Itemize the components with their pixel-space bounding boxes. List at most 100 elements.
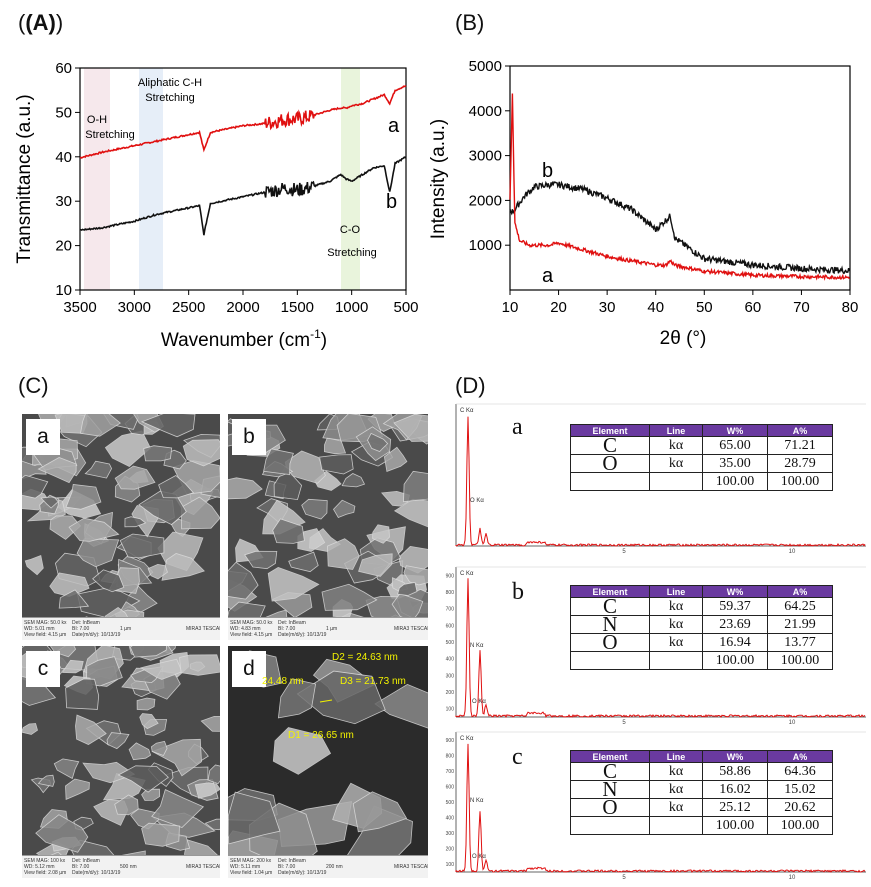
xrd-series-a <box>509 93 850 281</box>
ftir-xtick-label: 1500 <box>281 299 314 316</box>
xrd-xtick-label: 30 <box>599 299 616 316</box>
ftir-ann-co-1: C-O <box>340 224 361 236</box>
eds-header-cell: W% <box>702 585 768 598</box>
eds-table-cell: O <box>570 453 650 474</box>
sem-info-field: Date(m/d/y): 10/13/19 <box>72 870 121 876</box>
eds-table-cell: 65.00 <box>702 436 768 455</box>
sem-info-field: Det: InBeam <box>278 858 306 864</box>
xrd-xtick-label: 40 <box>647 299 664 316</box>
xrd-plot-frame <box>509 65 851 291</box>
eds-table-cell: kα <box>649 597 703 616</box>
sem-d2-label: D2 = 24.63 nm <box>332 652 398 663</box>
ftir-ann-oh-1: O-H <box>87 114 107 126</box>
sem-info-field: Date(m/d/y): 10/13/19 <box>278 870 327 876</box>
xrd-ytick-label: 5000 <box>469 58 502 75</box>
panel-label-c: (C) <box>18 373 49 398</box>
eds-table-cell: N <box>570 614 650 635</box>
ftir-xtick-label: 3000 <box>118 299 151 316</box>
sem-image-d: d D2 = 24.63 nm 24.48 nm D3 = 21.73 nm D… <box>228 646 428 878</box>
eds-ytick-label: 300 <box>446 831 455 837</box>
sem-image-a: a SEM MAG: 50.0 kx WD: 5.01 mm View field:… <box>22 414 220 640</box>
eds-header-cell: Line <box>649 750 703 763</box>
sem-info-field: WD: 5.11 mm <box>230 864 261 870</box>
eds-ytick-label: 800 <box>446 590 455 596</box>
eds-peak-label: C Kα <box>460 736 474 742</box>
sem-info-field: View field: 1.04 µm <box>230 870 273 876</box>
eds-peak-label: C Kα <box>460 408 474 414</box>
ftir-ytick-label: 40 <box>55 149 72 166</box>
ftir-xtick-label: 2500 <box>172 299 205 316</box>
eds-table-cell <box>570 816 650 835</box>
sem-info-field: Date(m/d/y): 10/13/19 <box>278 632 327 638</box>
eds-table-header: Element Line W% A% <box>570 424 833 437</box>
ftir-band-ch <box>139 68 163 290</box>
xrd-xtick-label: 50 <box>696 299 713 316</box>
eds-xtick-label: 10 <box>789 549 796 554</box>
xrd-ytick-label: 4000 <box>469 103 502 120</box>
eds-table-cell: 20.62 <box>767 798 833 817</box>
sem-info-bar: SEM MAG: 50.0 kx WD: 5.01 mm View field: 4… <box>22 617 220 640</box>
sem-info-field: BI: 7.00 <box>278 864 296 870</box>
xrd-xtick-label: 20 <box>550 299 567 316</box>
eds-label-b: b <box>512 579 524 605</box>
ftir-band-co <box>341 68 360 290</box>
sem-info-field: SEM MAG: 200 kx <box>230 858 272 864</box>
ftir-xlabel: Wavenumber (cm-1) <box>161 327 327 351</box>
eds-table-cell: kα <box>649 780 703 799</box>
eds-table-cell: 71.21 <box>767 436 833 455</box>
ftir-ytick-label: 60 <box>55 60 72 77</box>
ftir-ann-co-2: Stretching <box>327 247 377 259</box>
eds-ytick-label: 500 <box>446 800 455 806</box>
eds-table-cell: 35.00 <box>702 454 768 473</box>
sem-info-field: BI: 7.00 <box>72 626 90 632</box>
eds-table-cell: 21.99 <box>767 615 833 634</box>
eds-table-cell <box>570 651 650 670</box>
sem-info-field: WD: 5.01 mm <box>24 626 55 632</box>
sem-d4-label: 24.48 nm <box>262 676 304 687</box>
eds-ytick-label: 500 <box>446 640 455 646</box>
eds-spectrum-line <box>455 743 866 873</box>
ftir-xtick-label: 500 <box>393 299 418 316</box>
ftir-ytick-label: 50 <box>55 104 72 121</box>
eds-table-row: 100.00 100.00 <box>570 651 833 670</box>
xrd-xtick-label: 10 <box>502 299 519 316</box>
eds-table-cell <box>570 472 650 491</box>
eds-table-cell: 100.00 <box>702 651 768 670</box>
eds-table-cell: 25.12 <box>702 798 768 817</box>
sem-info-field: 1 µm <box>326 626 338 632</box>
eds-table-cell: 16.94 <box>702 633 768 652</box>
eds-header-cell: Line <box>649 585 703 598</box>
panel-label-d: (D) <box>455 373 486 398</box>
sem-info-field: MIRA3 TESCAN <box>394 864 428 870</box>
eds-header-cell: A% <box>767 750 833 763</box>
xrd-ylabel: Intensity (a.u.) <box>428 119 449 239</box>
eds-table-cell: O <box>570 797 650 818</box>
sem-info-field: 200 nm <box>326 864 343 870</box>
eds-spectrum-c: 900 800 700 600 500 400 300 200 100 5 10 C Kα N Kα O … <box>438 730 870 885</box>
xrd-ytick-label: 3000 <box>469 148 502 165</box>
eds-table-cell: 64.25 <box>767 597 833 616</box>
sem-d1-line <box>319 699 333 703</box>
eds-label-a: a <box>512 414 523 440</box>
sem-d1-label: D1 = 26.65 nm <box>288 730 354 741</box>
sem-info-field: BI: 7.00 <box>278 626 296 632</box>
xrd-xlabel: 2θ (°) <box>660 328 707 349</box>
eds-peak-label: O Kα <box>472 699 486 705</box>
sem-info-bar: SEM MAG: 50.0 kx WD: 4.83 mm View field: 4… <box>228 617 428 640</box>
eds-table-cell: 23.69 <box>702 615 768 634</box>
xrd-xtick-label: 70 <box>793 299 810 316</box>
eds-header-cell: Line <box>649 424 703 437</box>
ftir-series-b <box>79 156 407 236</box>
sem-d3-label: D3 = 21.73 nm <box>340 676 406 687</box>
eds-ytick-label: 200 <box>446 847 455 853</box>
ftir-chart: 10 20 30 40 50 60 3500 3000 2500 2000 1500 1000 500… <box>14 60 419 351</box>
eds-header-cell: Element <box>570 424 650 437</box>
eds-table-cell: kα <box>649 798 703 817</box>
sem-info-field: MIRA3 TESCAN <box>186 626 220 632</box>
eds-xtick-label: 5 <box>622 549 626 554</box>
